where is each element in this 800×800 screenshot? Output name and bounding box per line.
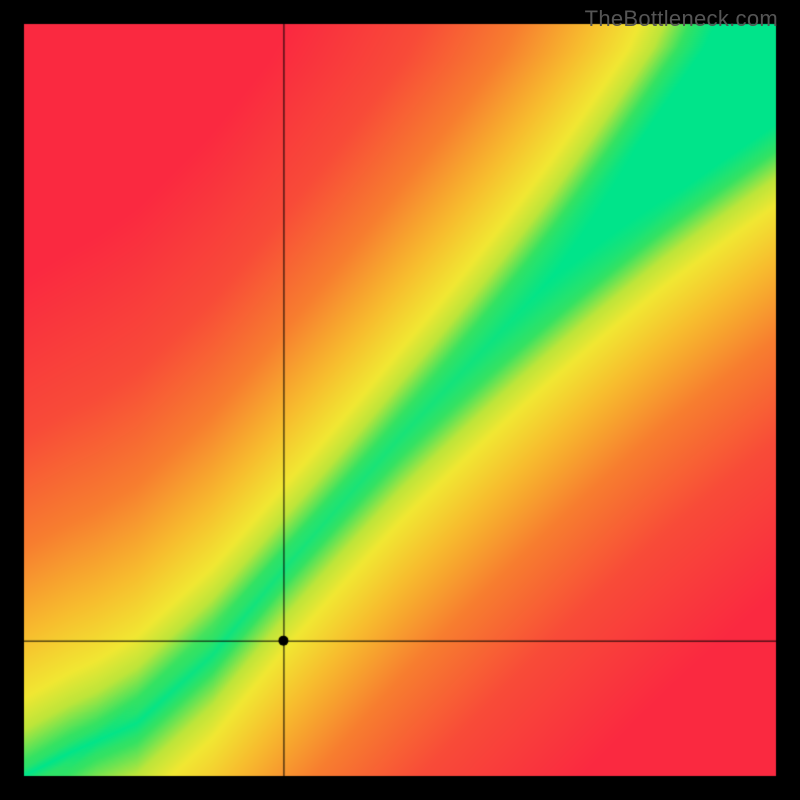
- bottleneck-heatmap: [0, 0, 800, 800]
- chart-container: TheBottleneck.com: [0, 0, 800, 800]
- watermark-text: TheBottleneck.com: [585, 6, 778, 32]
